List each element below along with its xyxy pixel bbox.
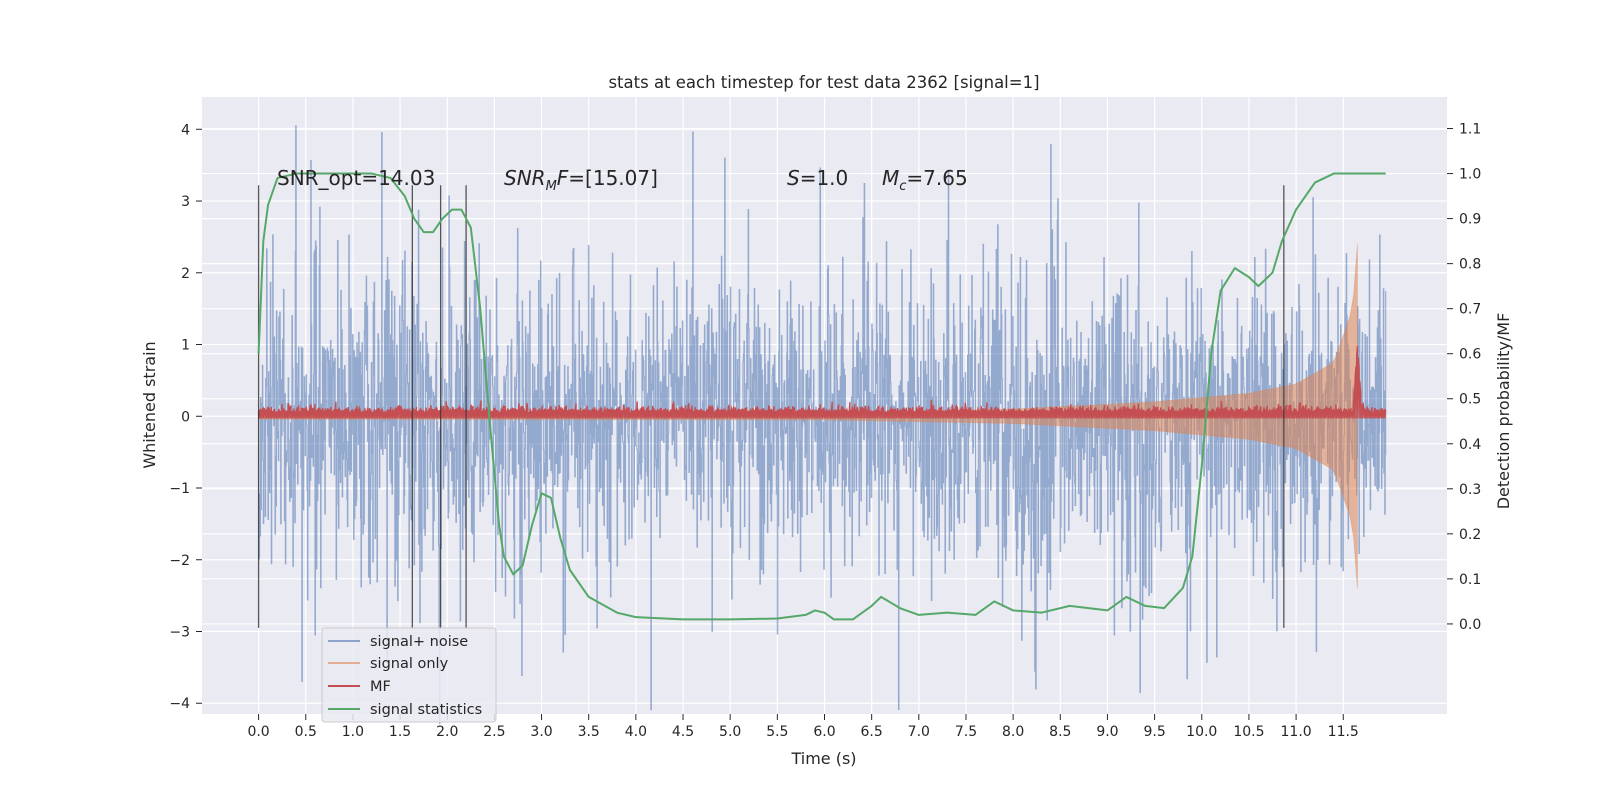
y-right-tick-label: 0.2 — [1459, 527, 1481, 543]
x-tick-label: 8.0 — [1002, 724, 1024, 740]
y-left-tick-label: 4 — [181, 122, 190, 138]
x-axis-ticks: 0.0 0.5 1.0 1.5 2.0 2.5 3.0 3.5 4.0 4.5 5.0 5.5 6.0 6… — [247, 714, 1359, 740]
y-right-tick-label: 0.7 — [1459, 302, 1481, 318]
annotation-s-value: =1.0 — [800, 166, 849, 190]
vertical-markers — [257, 185, 1285, 628]
y-left-ticks: 4 3 2 1 0 −1 −2 −3 −4 — [169, 122, 202, 712]
y-right-tick-label: 0.1 — [1459, 572, 1481, 588]
legend: signal+ noise signal only MF signal stat… — [321, 627, 497, 723]
y-left-tick-label: −3 — [169, 624, 190, 640]
annotation-snr-mf-main: SNR — [504, 166, 546, 190]
x-tick-label: 11.0 — [1281, 724, 1312, 740]
y-right-tick-label: 0.0 — [1459, 617, 1481, 633]
y-left-axis-label: Whitened strain — [140, 341, 159, 468]
x-tick-label: 2.5 — [483, 724, 505, 740]
y-left-tick-label: 2 — [181, 266, 190, 282]
x-tick-label: 3.0 — [530, 724, 552, 740]
y-right-tick-label: 0.3 — [1459, 482, 1481, 498]
x-tick-label: 0.5 — [295, 724, 317, 740]
y-left-tick-label: −2 — [169, 553, 190, 569]
legend-label-mf: MF — [370, 679, 391, 695]
y-right-tick-label: 1.0 — [1459, 167, 1481, 183]
series-signal-statistics — [257, 172, 1386, 621]
y-right-tick-label: 0.5 — [1459, 392, 1481, 408]
x-tick-label: 8.5 — [1049, 724, 1071, 740]
legend-box — [321, 627, 497, 723]
annotation-mc-symbol: M — [882, 166, 899, 190]
x-tick-label: 7.0 — [908, 724, 930, 740]
annotation-s-symbol: S — [787, 166, 800, 190]
x-tick-label: 9.0 — [1096, 724, 1118, 740]
x-tick-label: 10.5 — [1233, 724, 1264, 740]
y-right-ticks: 1.1 1.0 0.9 0.8 0.7 0.6 0.5 0.4 0.3 0.2 0.1 0.0 — [1447, 122, 1481, 633]
series-mf — [257, 345, 1387, 419]
x-tick-label: 11.5 — [1328, 724, 1359, 740]
y-right-axis-label: Detection probability/MF — [1494, 313, 1513, 510]
x-tick-label: 1.0 — [342, 724, 364, 740]
x-tick-label: 4.0 — [625, 724, 647, 740]
x-tick-label: 7.5 — [955, 724, 977, 740]
x-tick-label: 2.0 — [436, 724, 458, 740]
y-right-tick-label: 0.8 — [1459, 257, 1481, 273]
annotation-snr-mf-f: F — [557, 166, 569, 190]
legend-label-signal-statistics: signal statistics — [370, 702, 482, 718]
y-left-tick-label: 1 — [181, 338, 190, 354]
x-tick-label: 0.0 — [247, 724, 269, 740]
y-right-tick-label: 1.1 — [1459, 122, 1481, 138]
annotation-snr-mf: SNRMF=[15.07] — [504, 166, 658, 194]
x-tick-label: 5.0 — [719, 724, 741, 740]
annotation-mc-sub: c — [899, 179, 906, 194]
y-left-tick-label: −4 — [169, 696, 190, 712]
annotation-snr-mf-value: =[15.07] — [568, 166, 658, 190]
annotation-mc-value: =7.65 — [906, 166, 967, 190]
y-right-tick-label: 0.6 — [1459, 347, 1481, 363]
y-right-tick-label: 0.9 — [1459, 212, 1481, 228]
legend-label-signal-only: signal only — [370, 656, 449, 672]
x-tick-label: 6.5 — [861, 724, 883, 740]
y-left-tick-label: 0 — [181, 409, 190, 425]
x-tick-label: 4.5 — [672, 724, 694, 740]
x-tick-label: 5.5 — [766, 724, 788, 740]
x-axis-label: Time (s) — [790, 749, 856, 768]
annotation-snr-opt: SNR_opt=14.03 — [277, 166, 435, 190]
x-tick-label: 10.0 — [1186, 724, 1217, 740]
x-tick-label: 9.5 — [1143, 724, 1165, 740]
mf-trace — [257, 345, 1387, 419]
y-left-tick-label: −1 — [169, 481, 190, 497]
chart-title: stats at each timestep for test data 236… — [608, 73, 1039, 92]
x-tick-label: 1.5 — [389, 724, 411, 740]
annotation-s: S=1.0 — [787, 166, 848, 190]
y-left-tick-label: 3 — [181, 194, 190, 210]
annotations: SNR_opt=14.03 SNRMF=[15.07] S=1.0 Mc=7.6… — [277, 166, 968, 194]
annotation-snr-mf-sub: M — [546, 179, 557, 194]
x-tick-label: 6.0 — [813, 724, 835, 740]
y-right-tick-label: 0.4 — [1459, 437, 1481, 453]
x-tick-label: 3.5 — [578, 724, 600, 740]
annotation-mc: Mc=7.65 — [882, 166, 968, 194]
legend-label-signal-noise: signal+ noise — [370, 634, 468, 650]
signal-statistics-line — [257, 172, 1386, 621]
